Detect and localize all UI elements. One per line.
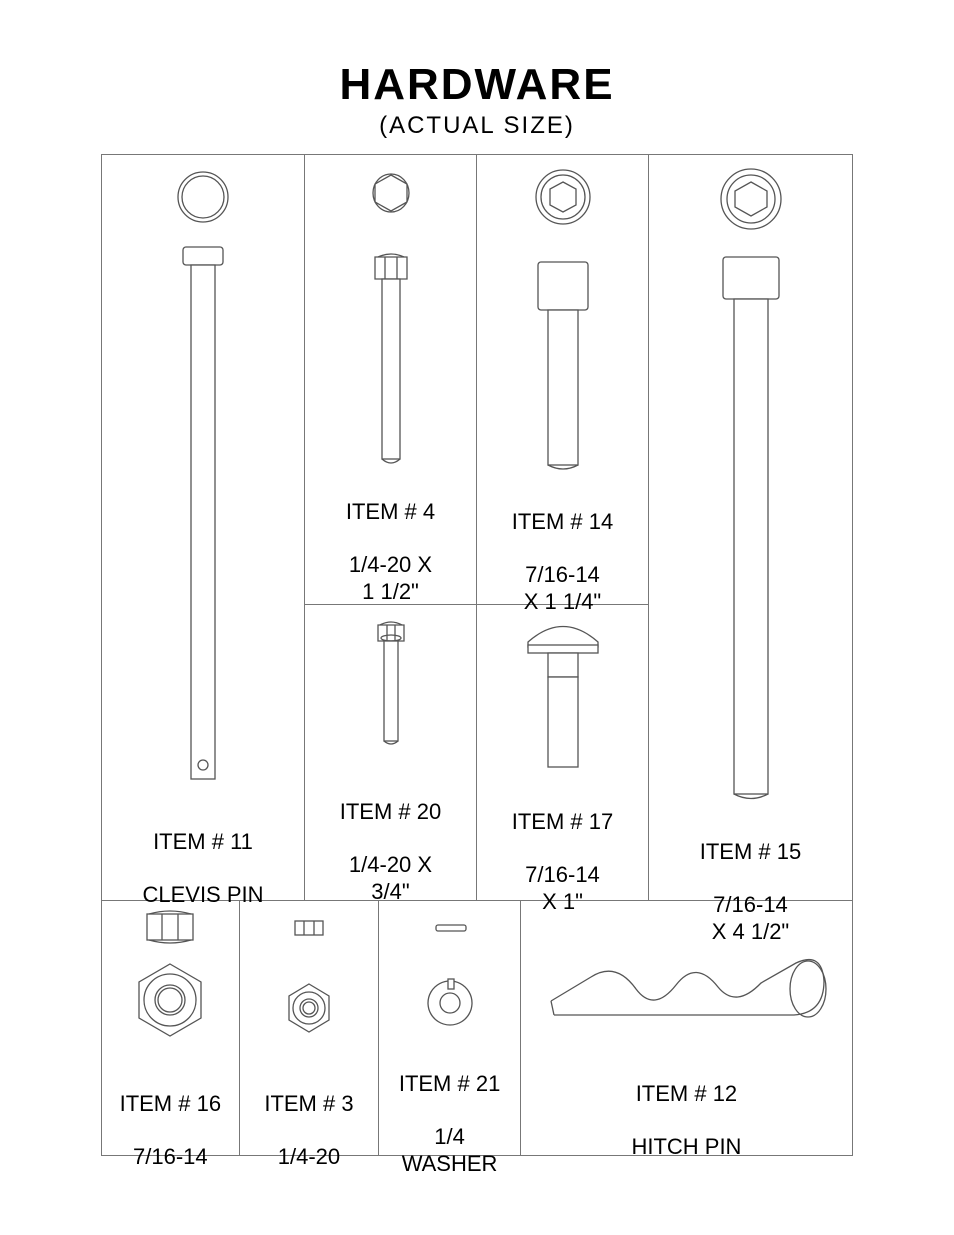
socket-bolt-15-icon	[696, 155, 806, 807]
item16-label: ITEM # 16 7/16-14	[116, 1059, 225, 1183]
item4-label: ITEM # 4 1/4-20 X 1 1/2"	[342, 467, 439, 617]
lock-washer-21-icon	[400, 901, 500, 1039]
hitch-pin-12-icon	[536, 901, 836, 1049]
item21-label: ITEM # 21 1/4 WASHER	[395, 1039, 504, 1189]
item3-label: ITEM # 3 1/4-20	[260, 1059, 357, 1183]
hex-bolt-20-icon	[356, 605, 426, 767]
socket-bolt-14-icon	[513, 155, 613, 477]
hardware-grid: ITEM # 11 CLEVIS PIN	[101, 154, 853, 1156]
hex-bolt-4-icon	[351, 155, 431, 467]
item20-label: ITEM # 20 1/4-20 X 3/4"	[336, 767, 445, 917]
hex-nut-16-icon	[115, 901, 225, 1059]
item12-label: ITEM # 12 HITCH PIN	[627, 1049, 745, 1173]
page-title: HARDWARE	[0, 60, 954, 110]
page-subtitle: (ACTUAL SIZE)	[0, 112, 954, 140]
clevis-pin-icon	[153, 155, 253, 797]
hex-nut-3-icon	[259, 901, 359, 1059]
carriage-bolt-17-icon	[508, 605, 618, 777]
